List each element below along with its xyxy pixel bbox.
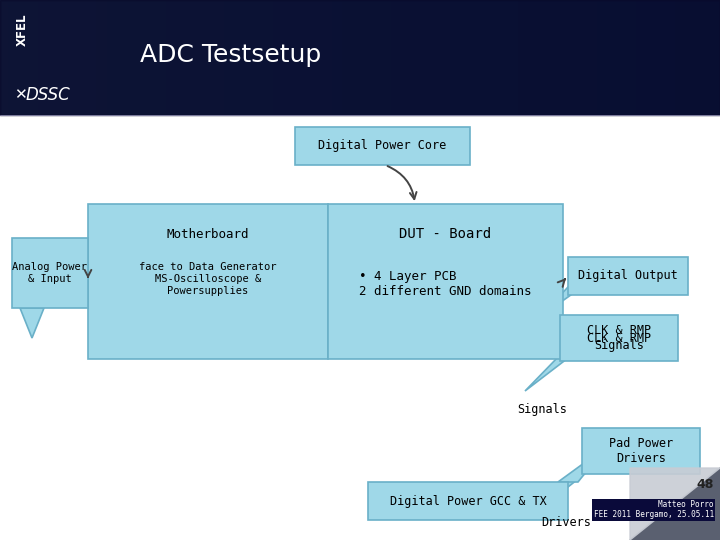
Bar xyxy=(368,482,568,520)
Text: Digital Power GCC & TX: Digital Power GCC & TX xyxy=(390,495,546,508)
Text: XFEL: XFEL xyxy=(16,14,29,46)
Bar xyxy=(295,127,470,165)
Text: DSSC: DSSC xyxy=(26,86,71,104)
Text: 48: 48 xyxy=(697,478,714,491)
Bar xyxy=(560,315,678,361)
Text: • 4 Layer PCB
2 different GND domains: • 4 Layer PCB 2 different GND domains xyxy=(359,270,532,298)
Bar xyxy=(568,257,688,295)
Polygon shape xyxy=(630,468,720,540)
Polygon shape xyxy=(544,468,592,506)
Text: Digital Power Core: Digital Power Core xyxy=(318,139,446,152)
Text: Motherboard: Motherboard xyxy=(167,227,249,240)
Text: Pad Power
Drivers: Pad Power Drivers xyxy=(609,437,673,465)
Text: Drivers: Drivers xyxy=(541,516,591,529)
Bar xyxy=(328,204,563,359)
Text: Digital Output: Digital Output xyxy=(578,269,678,282)
Text: Analog Power
& Input: Analog Power & Input xyxy=(12,262,88,284)
Bar xyxy=(12,238,88,308)
Polygon shape xyxy=(558,447,606,482)
Bar xyxy=(88,204,328,359)
Text: ✕: ✕ xyxy=(14,87,27,103)
Text: Matteo Porro
FEE 2011 Bergamo, 25.05.11: Matteo Porro FEE 2011 Bergamo, 25.05.11 xyxy=(594,500,714,519)
Text: CLK & RMP
Signals: CLK & RMP Signals xyxy=(587,324,651,352)
Polygon shape xyxy=(540,287,582,317)
Bar xyxy=(582,428,700,474)
Polygon shape xyxy=(20,308,44,338)
Text: Signals: Signals xyxy=(517,403,567,416)
Text: face to Data Generator
MS-Oscilloscope &
Powersupplies: face to Data Generator MS-Oscilloscope &… xyxy=(139,262,276,295)
Text: ADC Testsetup: ADC Testsetup xyxy=(140,43,321,67)
Text: CLK & RMP: CLK & RMP xyxy=(587,332,651,345)
Polygon shape xyxy=(525,355,572,391)
Polygon shape xyxy=(630,468,720,540)
Text: DUT - Board: DUT - Board xyxy=(400,227,492,241)
